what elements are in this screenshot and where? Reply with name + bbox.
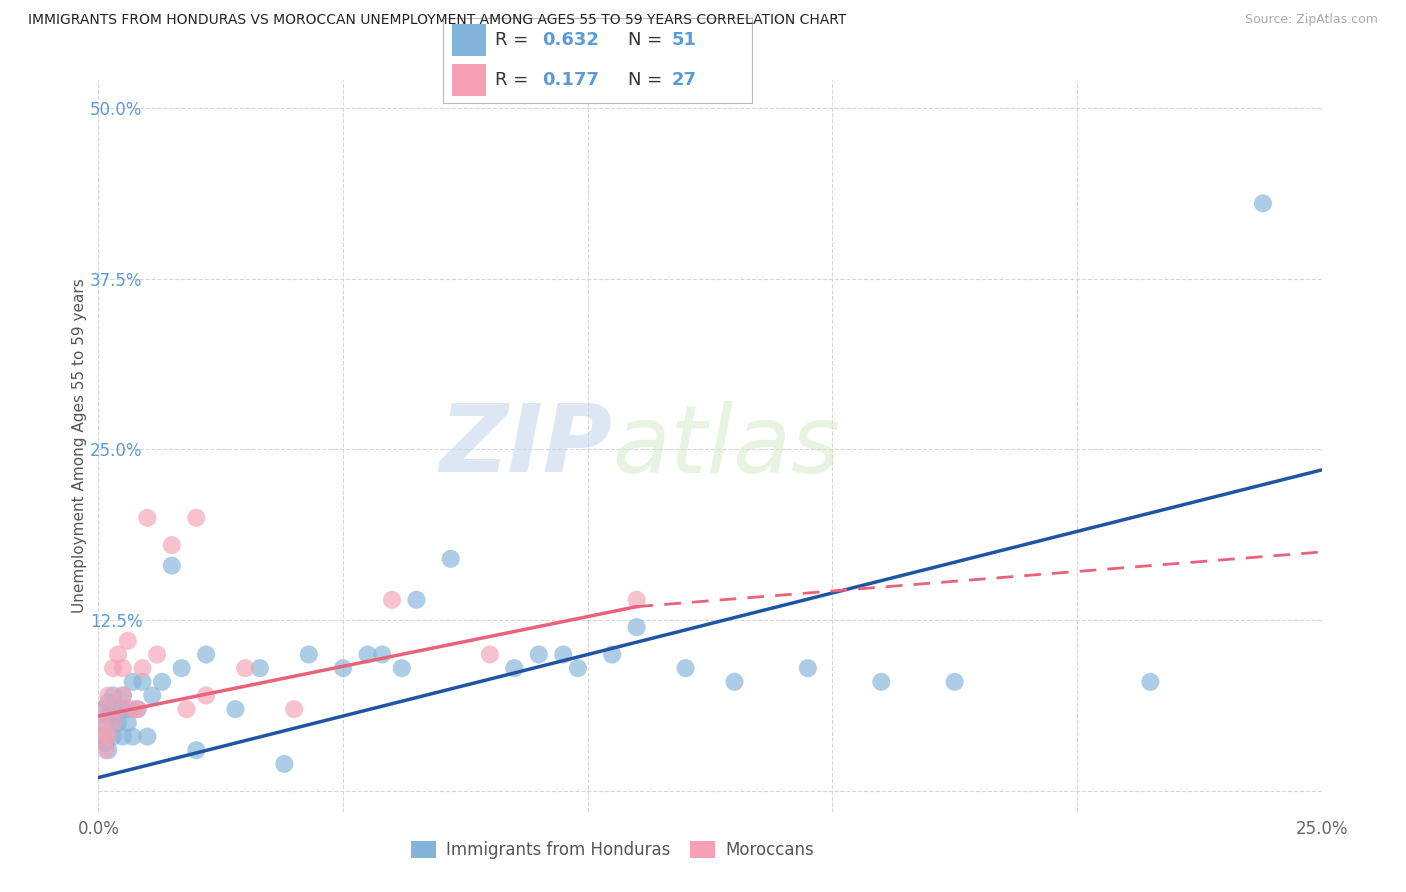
Point bbox=[94, 736, 117, 750]
Point bbox=[943, 674, 966, 689]
Point bbox=[405, 592, 427, 607]
Point bbox=[195, 648, 218, 662]
Point bbox=[356, 648, 378, 662]
Text: 0.632: 0.632 bbox=[541, 31, 599, 49]
Point bbox=[160, 558, 183, 573]
Point bbox=[150, 674, 173, 689]
Point bbox=[136, 510, 159, 524]
Text: 0.177: 0.177 bbox=[541, 70, 599, 88]
Point bbox=[527, 648, 550, 662]
Point bbox=[131, 661, 153, 675]
Point bbox=[121, 730, 143, 744]
Point bbox=[111, 702, 134, 716]
Text: atlas: atlas bbox=[612, 401, 841, 491]
Point bbox=[111, 661, 134, 675]
Point bbox=[478, 648, 501, 662]
Point bbox=[107, 702, 129, 716]
Point bbox=[332, 661, 354, 675]
Point bbox=[111, 689, 134, 703]
Point bbox=[91, 702, 114, 716]
Point bbox=[111, 730, 134, 744]
Point bbox=[91, 730, 114, 744]
Point bbox=[1251, 196, 1274, 211]
Point bbox=[160, 538, 183, 552]
Point bbox=[107, 715, 129, 730]
Point bbox=[626, 620, 648, 634]
Point bbox=[797, 661, 820, 675]
Text: Source: ZipAtlas.com: Source: ZipAtlas.com bbox=[1244, 13, 1378, 27]
Bar bbox=[453, 63, 486, 95]
Point bbox=[97, 730, 120, 744]
Point bbox=[101, 715, 124, 730]
Text: N =: N = bbox=[628, 31, 668, 49]
Point bbox=[97, 743, 120, 757]
Point bbox=[121, 674, 143, 689]
Point bbox=[186, 510, 208, 524]
Point bbox=[600, 648, 623, 662]
Legend: Immigrants from Honduras, Moroccans: Immigrants from Honduras, Moroccans bbox=[404, 834, 821, 865]
Point bbox=[101, 689, 124, 703]
Point bbox=[117, 702, 139, 716]
Point bbox=[101, 730, 124, 744]
Point bbox=[381, 592, 404, 607]
Text: 27: 27 bbox=[672, 70, 697, 88]
Text: R =: R = bbox=[495, 31, 534, 49]
Point bbox=[195, 689, 218, 703]
Point bbox=[626, 592, 648, 607]
Point bbox=[91, 730, 114, 744]
Point bbox=[233, 661, 256, 675]
Point bbox=[675, 661, 697, 675]
Point bbox=[146, 648, 169, 662]
Bar bbox=[453, 24, 486, 56]
Point bbox=[97, 689, 120, 703]
Point bbox=[186, 743, 208, 757]
Point bbox=[391, 661, 413, 675]
Y-axis label: Unemployment Among Ages 55 to 59 years: Unemployment Among Ages 55 to 59 years bbox=[72, 278, 87, 614]
Point bbox=[117, 633, 139, 648]
Point bbox=[90, 715, 112, 730]
Point bbox=[97, 695, 120, 709]
Point bbox=[90, 715, 112, 730]
Point bbox=[224, 702, 246, 716]
Point bbox=[249, 661, 271, 675]
Text: N =: N = bbox=[628, 70, 668, 88]
Point bbox=[97, 709, 120, 723]
Point bbox=[101, 661, 124, 675]
Point bbox=[870, 674, 893, 689]
Point bbox=[131, 674, 153, 689]
Point bbox=[440, 551, 463, 566]
Point bbox=[723, 674, 745, 689]
Point bbox=[111, 689, 134, 703]
Point bbox=[273, 756, 295, 771]
Point bbox=[283, 702, 305, 716]
Point bbox=[553, 648, 575, 662]
Point bbox=[91, 702, 114, 716]
Point bbox=[127, 702, 149, 716]
Point bbox=[567, 661, 589, 675]
Point bbox=[298, 648, 321, 662]
Text: R =: R = bbox=[495, 70, 534, 88]
Point bbox=[136, 730, 159, 744]
Text: 51: 51 bbox=[672, 31, 697, 49]
Point bbox=[117, 715, 139, 730]
Text: ZIP: ZIP bbox=[439, 400, 612, 492]
Point bbox=[371, 648, 394, 662]
Point bbox=[94, 743, 117, 757]
Point bbox=[170, 661, 193, 675]
Point bbox=[503, 661, 526, 675]
Point bbox=[176, 702, 198, 716]
Point bbox=[101, 715, 124, 730]
Point bbox=[1139, 674, 1161, 689]
Text: IMMIGRANTS FROM HONDURAS VS MOROCCAN UNEMPLOYMENT AMONG AGES 55 TO 59 YEARS CORR: IMMIGRANTS FROM HONDURAS VS MOROCCAN UNE… bbox=[28, 13, 846, 28]
Point bbox=[127, 702, 149, 716]
Point bbox=[141, 689, 163, 703]
Point bbox=[121, 702, 143, 716]
Point bbox=[107, 702, 129, 716]
Point bbox=[107, 648, 129, 662]
